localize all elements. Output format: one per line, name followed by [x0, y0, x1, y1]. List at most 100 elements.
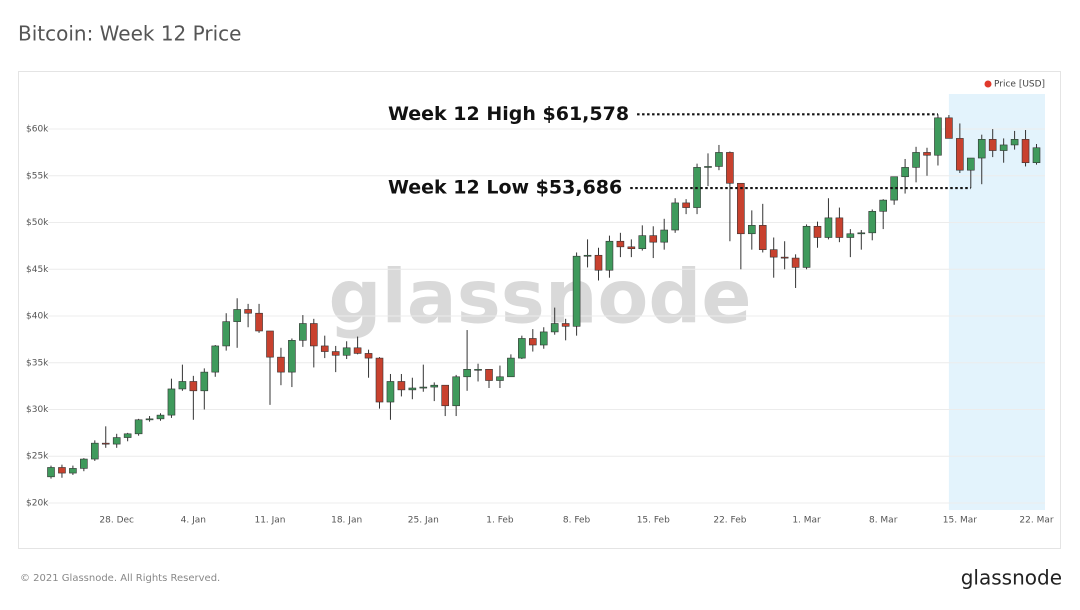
candle-body [671, 202, 679, 231]
x-tick-label: 15. Mar [943, 516, 977, 526]
x-tick-label: 28. Dec [99, 516, 134, 526]
candle-body [134, 419, 143, 435]
chart-title: Bitcoin: Week 12 Price [18, 22, 241, 46]
candle-body [80, 458, 88, 469]
candle-body [966, 157, 975, 171]
candle-body [912, 152, 920, 168]
candle-body [857, 232, 866, 235]
candle-body [1010, 139, 1019, 146]
candle-body [704, 166, 712, 168]
candle-body [233, 309, 241, 322]
x-tick-label: 8. Mar [869, 516, 898, 526]
candle-body [200, 371, 209, 392]
candle-body [802, 225, 811, 268]
candle-body [167, 388, 176, 416]
candle-body [627, 246, 636, 250]
candle-body [299, 323, 307, 341]
candle-body [178, 381, 187, 390]
chart-frame [18, 71, 1061, 549]
candle-body [977, 139, 986, 159]
candle-body [846, 233, 855, 238]
candle-body [726, 152, 734, 184]
y-tick-label: $55k [26, 171, 49, 181]
candle-body [747, 225, 756, 235]
x-tick-label: 4. Jan [181, 516, 206, 526]
candle-body [430, 384, 439, 388]
candle-body [758, 225, 767, 250]
candle-body [189, 381, 198, 392]
x-tick-label: 18. Jan [331, 516, 362, 526]
y-tick-label: $25k [26, 452, 49, 462]
y-tick-label: $20k [26, 498, 49, 508]
candle-body [211, 345, 220, 373]
candle-body [397, 381, 406, 391]
candle-body [539, 331, 548, 346]
candle-body [244, 309, 252, 314]
candle-body [835, 217, 844, 238]
x-tick-label: 1. Mar [792, 516, 821, 526]
footer: © 2021 Glassnode. All Rights Reserved. [20, 573, 220, 584]
candle-body [572, 255, 581, 327]
candle-body [375, 357, 384, 403]
y-tick-label: $50k [26, 218, 49, 228]
candle-body [561, 323, 570, 327]
x-tick-label: 22. Mar [1019, 516, 1053, 526]
candle-body [123, 433, 132, 438]
candle-body [638, 235, 647, 250]
candle-body [507, 357, 515, 378]
x-tick-label: 11. Jan [254, 516, 285, 526]
candle-body [769, 249, 778, 258]
candle-body [901, 167, 909, 178]
candle-body [583, 254, 592, 257]
candle-body [682, 202, 690, 208]
y-tick-label: $45k [26, 265, 49, 275]
candle-body [91, 442, 99, 460]
candle-body [923, 152, 931, 156]
candle-body [518, 338, 526, 359]
candle-body [353, 347, 362, 354]
legend-marker [984, 80, 992, 88]
candle-body [737, 182, 745, 235]
candle-body [156, 414, 165, 420]
candle-body [1021, 139, 1030, 164]
candle-body [824, 217, 833, 238]
candle-body [309, 323, 318, 347]
logo: glassnode [961, 566, 1062, 590]
candle-body [364, 353, 373, 359]
candle-body [58, 467, 66, 474]
x-tick-label: 8. Feb [563, 516, 591, 526]
candle-body [956, 138, 964, 171]
candle-body [945, 117, 953, 139]
annotation-text: Week 12 Low $53,686 [388, 177, 622, 199]
candle-body [408, 387, 417, 391]
x-tick-label: 1. Feb [486, 516, 514, 526]
candle-body [255, 312, 263, 332]
x-tick-label: 15. Feb [637, 516, 670, 526]
candle-body [288, 340, 296, 373]
candle-body [342, 347, 351, 356]
candle-body [934, 117, 942, 156]
candle-body [988, 139, 997, 151]
candle-body [813, 225, 822, 238]
candle-body [277, 356, 285, 373]
candle-body [791, 257, 800, 268]
candle-body [616, 240, 625, 248]
candle-body [649, 235, 658, 243]
y-tick-label: $60k [26, 125, 49, 135]
candle-body [715, 152, 723, 167]
candle-body [485, 369, 493, 381]
candle-body [47, 467, 55, 478]
x-tick-label: 22. Feb [713, 516, 746, 526]
y-tick-label: $30k [26, 405, 49, 415]
candle-body [868, 211, 877, 234]
candle-body [528, 338, 537, 346]
candle-body [266, 330, 274, 358]
legend-label: Price [USD] [994, 80, 1045, 90]
candle-body [452, 376, 460, 407]
candle-body [386, 381, 395, 403]
candle-body [496, 376, 504, 381]
y-tick-label: $40k [26, 312, 49, 322]
x-tick-label: 25. Jan [408, 516, 439, 526]
